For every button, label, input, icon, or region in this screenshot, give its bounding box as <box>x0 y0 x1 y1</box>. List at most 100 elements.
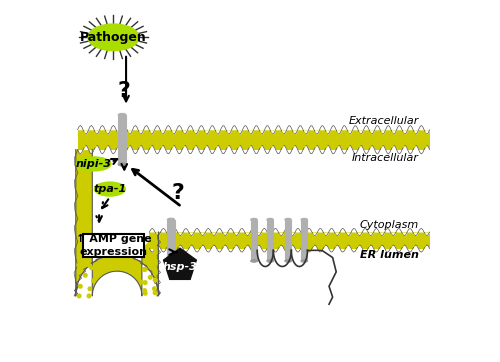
Text: Cytoplasm: Cytoplasm <box>360 220 419 230</box>
Ellipse shape <box>88 24 138 50</box>
Circle shape <box>87 186 91 190</box>
Bar <box>168 220 174 261</box>
Circle shape <box>96 273 100 277</box>
Circle shape <box>400 233 404 238</box>
Circle shape <box>265 243 269 247</box>
Circle shape <box>168 143 173 148</box>
Circle shape <box>232 243 235 247</box>
Circle shape <box>410 132 416 137</box>
Circle shape <box>80 132 86 137</box>
Circle shape <box>256 143 262 148</box>
Text: ?: ? <box>172 183 184 203</box>
Circle shape <box>180 132 184 137</box>
Circle shape <box>310 233 314 238</box>
Circle shape <box>152 287 156 290</box>
Circle shape <box>220 233 224 238</box>
Circle shape <box>246 143 250 148</box>
Circle shape <box>300 132 306 137</box>
Circle shape <box>366 233 370 238</box>
Ellipse shape <box>285 260 292 262</box>
Circle shape <box>88 287 92 291</box>
Circle shape <box>153 243 157 247</box>
Circle shape <box>234 143 240 148</box>
Circle shape <box>136 132 140 137</box>
Circle shape <box>334 143 338 148</box>
Circle shape <box>209 233 213 238</box>
Circle shape <box>78 294 81 298</box>
Ellipse shape <box>118 113 126 117</box>
Circle shape <box>146 143 152 148</box>
Circle shape <box>310 243 314 247</box>
Circle shape <box>290 132 294 137</box>
Circle shape <box>164 233 168 238</box>
Text: nipi-3: nipi-3 <box>76 159 112 169</box>
Circle shape <box>146 132 152 137</box>
Circle shape <box>322 132 328 137</box>
Circle shape <box>144 281 147 285</box>
Circle shape <box>268 132 272 137</box>
Circle shape <box>356 132 360 137</box>
Circle shape <box>232 233 235 238</box>
Circle shape <box>388 233 392 238</box>
Circle shape <box>366 143 372 148</box>
Circle shape <box>102 132 108 137</box>
Circle shape <box>422 233 426 238</box>
Circle shape <box>144 254 147 258</box>
Circle shape <box>276 233 280 238</box>
Circle shape <box>78 263 81 267</box>
Circle shape <box>84 273 87 277</box>
Circle shape <box>410 143 416 148</box>
Circle shape <box>312 143 316 148</box>
Circle shape <box>256 132 262 137</box>
Circle shape <box>202 132 206 137</box>
Ellipse shape <box>267 260 274 262</box>
Circle shape <box>276 243 280 247</box>
Circle shape <box>136 143 140 148</box>
Circle shape <box>224 143 228 148</box>
Circle shape <box>124 143 130 148</box>
Ellipse shape <box>76 157 111 171</box>
Circle shape <box>212 132 218 137</box>
Bar <box>301 220 308 261</box>
Circle shape <box>288 243 292 247</box>
Ellipse shape <box>285 218 292 221</box>
Circle shape <box>400 243 404 247</box>
Circle shape <box>400 143 404 148</box>
Circle shape <box>133 261 136 264</box>
Circle shape <box>142 268 146 271</box>
Ellipse shape <box>301 218 308 221</box>
Circle shape <box>268 143 272 148</box>
Circle shape <box>422 132 426 137</box>
Circle shape <box>122 257 125 260</box>
Ellipse shape <box>94 182 125 196</box>
Circle shape <box>400 132 404 137</box>
Text: Pathogen: Pathogen <box>80 31 147 44</box>
Circle shape <box>158 143 162 148</box>
Ellipse shape <box>118 163 126 166</box>
Circle shape <box>128 269 132 273</box>
Polygon shape <box>164 248 196 279</box>
Circle shape <box>144 268 147 271</box>
Circle shape <box>246 132 250 137</box>
Circle shape <box>377 233 382 238</box>
Circle shape <box>186 233 191 238</box>
Circle shape <box>158 132 162 137</box>
Circle shape <box>321 243 326 247</box>
Circle shape <box>300 143 306 148</box>
Circle shape <box>87 263 91 267</box>
Circle shape <box>378 132 382 137</box>
Circle shape <box>312 132 316 137</box>
Circle shape <box>278 132 283 137</box>
Circle shape <box>265 233 269 238</box>
Circle shape <box>354 233 359 238</box>
Polygon shape <box>76 150 158 296</box>
Circle shape <box>388 132 394 137</box>
Circle shape <box>112 266 116 270</box>
Circle shape <box>190 132 196 137</box>
Circle shape <box>209 243 213 247</box>
Circle shape <box>154 246 157 250</box>
Circle shape <box>90 266 94 270</box>
Circle shape <box>422 243 426 247</box>
Circle shape <box>354 243 359 247</box>
Circle shape <box>388 143 394 148</box>
